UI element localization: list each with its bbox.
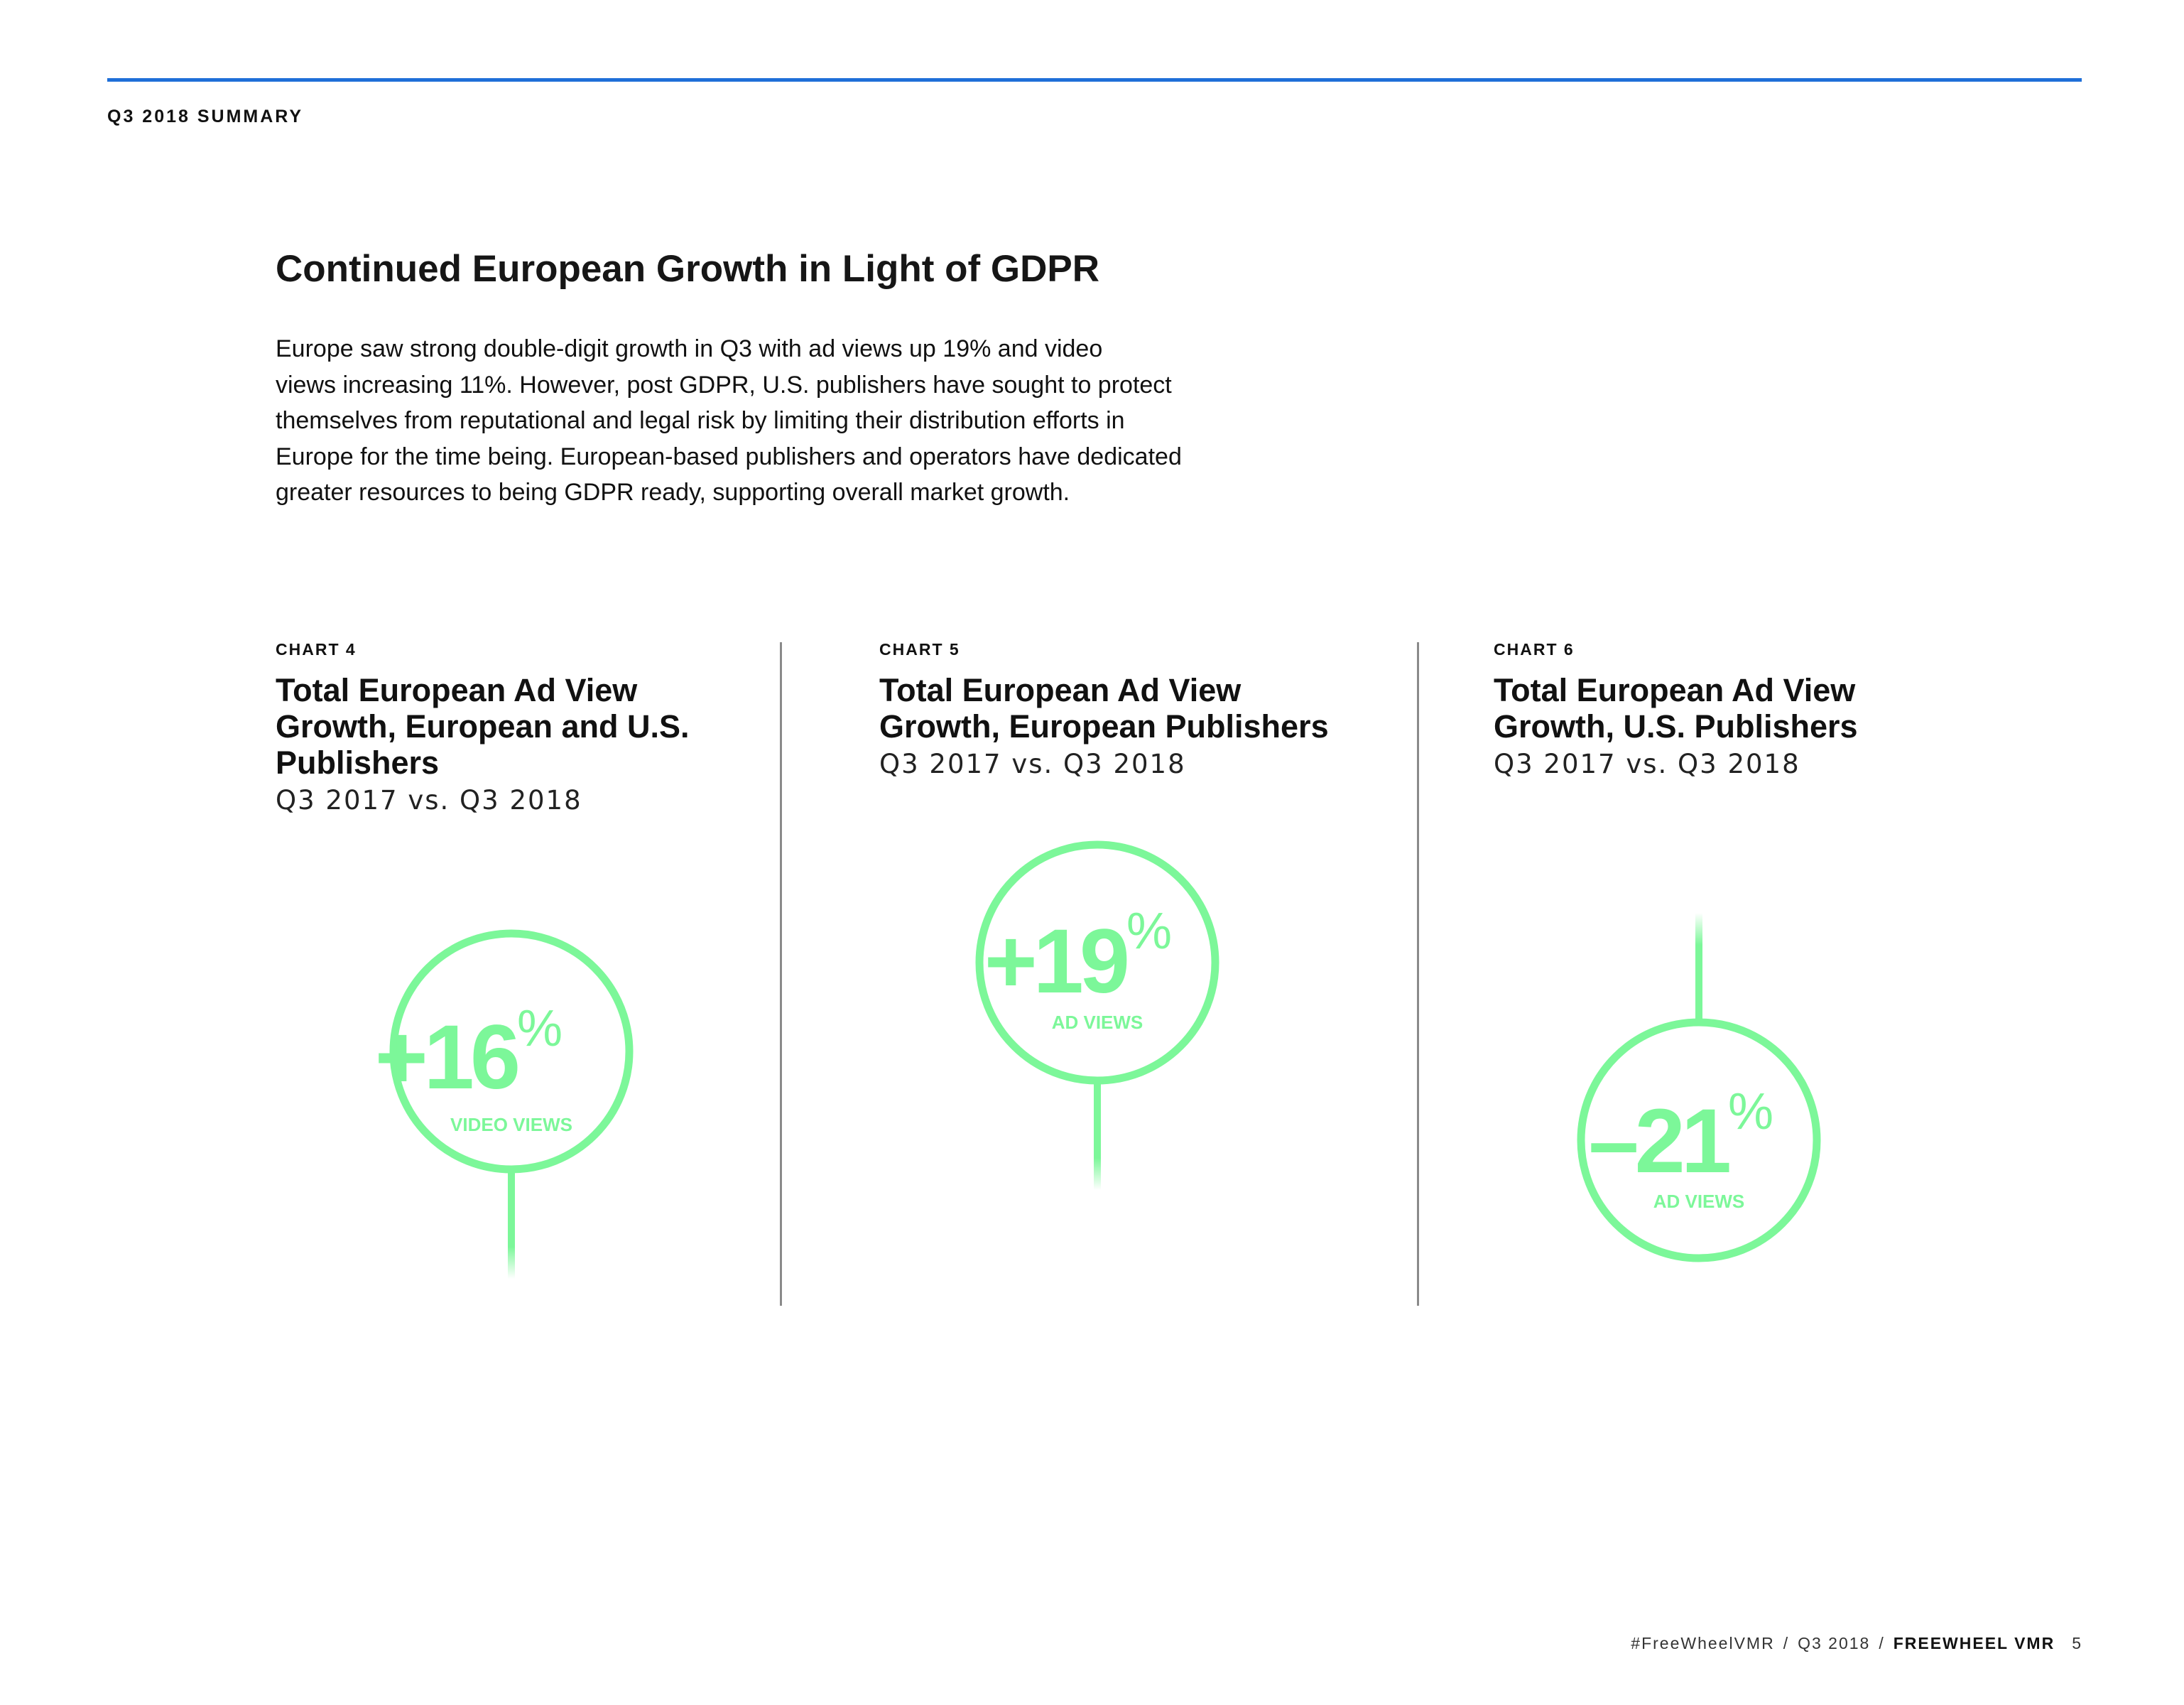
bubble-ring [975,840,1219,1085]
column-divider [780,642,782,1306]
chart-title-line: Total European Ad View [879,672,1242,708]
chart-6-header: CHART 6 Total European Ad View Growth, U… [1494,641,1858,781]
bubble-metric: VIDEO VIEWS [450,1114,572,1135]
intro-paragraph: Europe saw strong double-digit growth in… [276,331,1305,511]
intro-line: Europe saw strong double-digit growth in… [276,335,1103,362]
bubble-stem [508,1172,515,1279]
chart-subtitle: Q3 2017 vs. Q3 2018 [1494,749,1800,779]
chart-title-line: Total European Ad View [276,672,638,708]
page-number: 5 [2072,1634,2082,1652]
bubble-metric: AD VIEWS [1052,1012,1143,1033]
bubble-unit: % [1126,903,1172,960]
footer-separator: / [1783,1634,1790,1652]
bubble-metric: AD VIEWS [1653,1191,1745,1212]
chart-title: Total European Ad View Growth, European … [879,672,1329,745]
section-label: Q3 2018 SUMMARY [107,107,304,126]
bubble-ring [1577,1018,1821,1262]
intro-line: greater resources to being GDPR ready, s… [276,479,1070,506]
chart-6-bubble: –21 % AD VIEWS [1577,913,1821,1262]
bubble-value: +19 [984,911,1127,1012]
column-divider [1417,642,1419,1306]
chart-title: Total European Ad View Growth, U.S. Publ… [1494,672,1858,745]
chart-title-line: Total European Ad View [1494,672,1856,708]
chart-label: CHART 4 [276,640,357,659]
chart-title-line: Growth, European and U.S. [276,708,690,745]
intro-line: views increasing 11%. However, post GDPR… [276,371,1172,399]
intro-line: themselves from reputational and legal r… [276,407,1125,434]
footer-period: Q3 2018 [1798,1634,1871,1652]
chart-5-bubble: +19 % AD VIEWS [975,840,1219,1190]
chart-4-header: CHART 4 Total European Ad View Growth, E… [276,641,690,818]
footer-brand: FREEWHEEL VMR [1893,1634,2055,1652]
chart-title-line: Publishers [276,745,440,781]
bubble-ring [389,929,634,1174]
chart-subtitle: Q3 2017 vs. Q3 2018 [276,785,582,816]
chart-label: CHART 5 [879,640,960,659]
chart-subtitle: Q3 2017 vs. Q3 2018 [879,749,1186,779]
footer-separator: / [1879,1634,1885,1652]
footer-hashtag: #FreeWheelVMR [1631,1634,1775,1652]
chart-4-bubble: +16 % VIDEO VIEWS [375,929,634,1279]
bubble-value: –21 [1588,1090,1729,1192]
bubble-unit: % [1728,1083,1773,1140]
bubble-unit: % [517,1000,563,1057]
page-footer: #FreeWheelVMR / Q3 2018 / FREEWHEEL VMR 5 [1631,1634,2082,1653]
top-rule [107,78,2082,82]
intro-line: Europe for the time being. European-base… [276,443,1182,470]
bubble-value: +16 [375,1007,518,1108]
bubble-stem [1695,913,1702,1019]
chart-label: CHART 6 [1494,640,1575,659]
chart-title: Total European Ad View Growth, European … [276,672,690,781]
chart-5-header: CHART 5 Total European Ad View Growth, E… [879,641,1329,781]
chart-title-line: Growth, U.S. Publishers [1494,708,1858,745]
chart-title-line: Growth, European Publishers [879,708,1329,745]
page-title: Continued European Growth in Light of GD… [276,248,1099,290]
bubble-stem [1094,1083,1101,1190]
